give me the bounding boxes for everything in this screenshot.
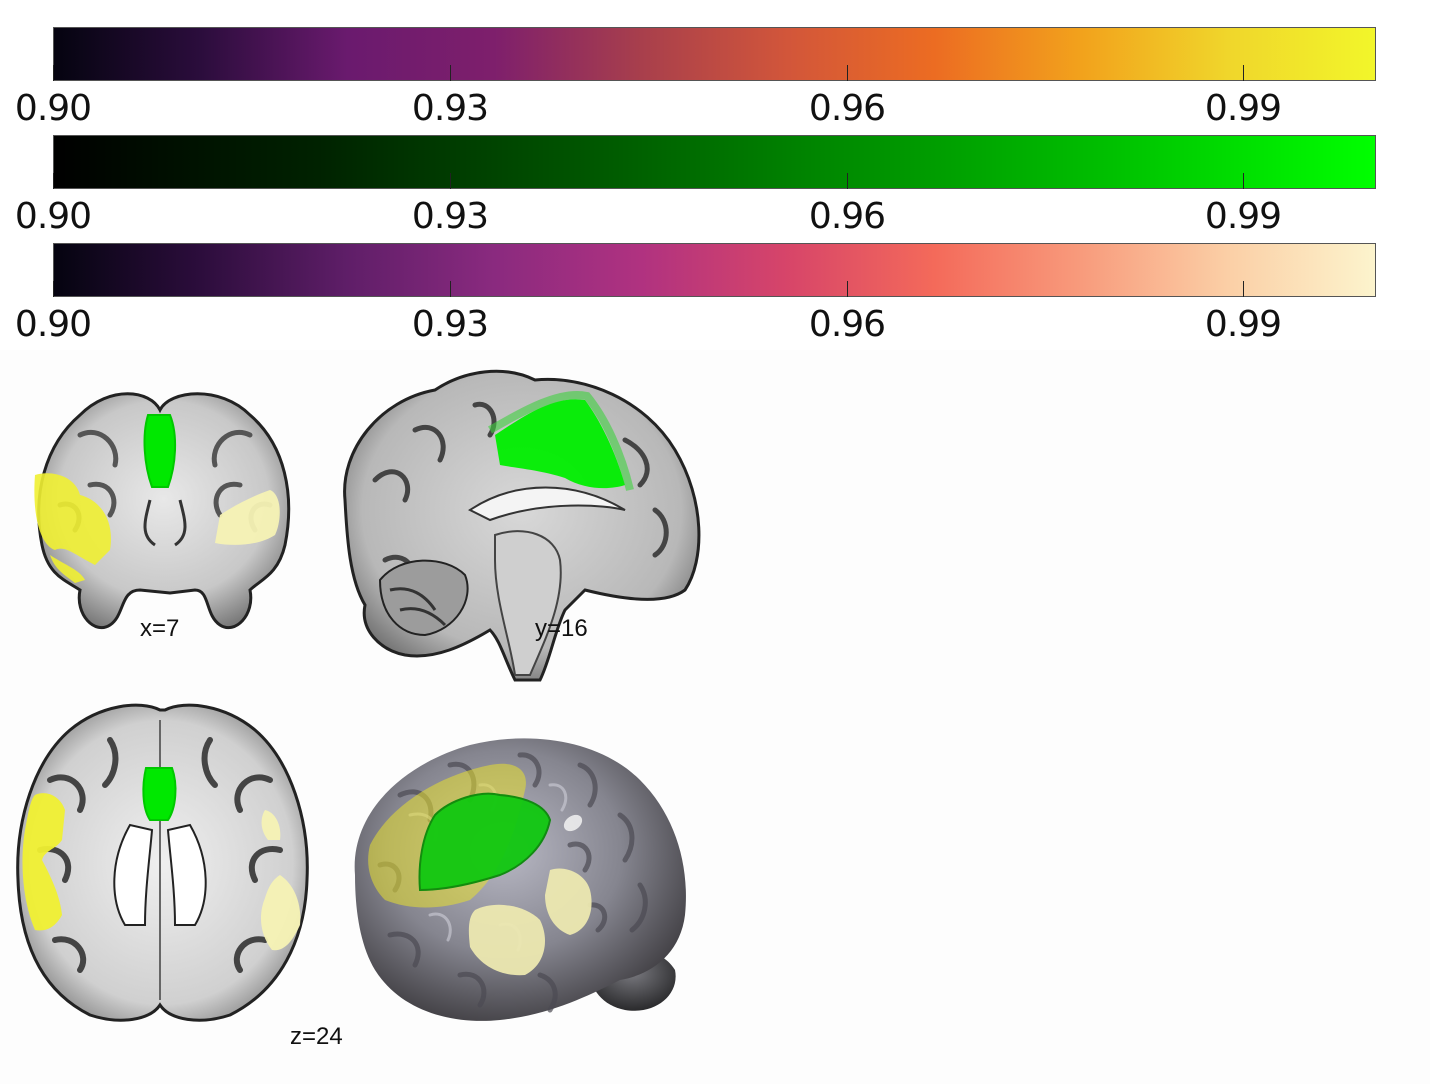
tick-label: 0.99 [1204, 196, 1282, 237]
tick-label: 0.93 [411, 88, 489, 129]
tick-mark [53, 65, 54, 81]
overlay-yellow [22, 793, 65, 931]
brain-outline [16, 703, 309, 1022]
sagittal-slice [343, 369, 701, 682]
slice-label-axial: z=24 [290, 1023, 343, 1050]
tick-label: 0.93 [411, 304, 489, 345]
tick-mark [847, 281, 848, 297]
tick-mark [1243, 65, 1244, 81]
overlay-pale [215, 490, 280, 545]
slice-label-sagittal: y=16 [535, 615, 588, 642]
tick-label: 0.96 [808, 88, 886, 129]
tick-mark [53, 173, 54, 189]
overlay-pale [545, 868, 592, 935]
coronal-slice [34, 392, 291, 629]
tick-mark [53, 281, 54, 297]
tick-mark [1243, 281, 1244, 297]
brain-outline [37, 392, 291, 629]
overlay-green [143, 414, 177, 488]
tick-mark [847, 173, 848, 189]
colorbar-panel: 0.90 0.93 0.96 0.99 0.90 0.93 0.96 0.99 … [0, 0, 1430, 350]
colorbar-magma [53, 243, 1376, 297]
overlay-yellow [50, 555, 85, 583]
tick-label: 0.90 [14, 88, 92, 129]
axial-slice [16, 703, 309, 1022]
tick-mark [450, 281, 451, 297]
tick-mark [847, 65, 848, 81]
tick-label: 0.93 [411, 196, 489, 237]
tick-label: 0.99 [1204, 88, 1282, 129]
overlay-green [418, 792, 552, 892]
tick-mark [1243, 173, 1244, 189]
slice-label-coronal: x=7 [140, 615, 180, 642]
overlay-pale [260, 875, 301, 951]
overlay-green [495, 399, 625, 489]
brain-3d-render [354, 738, 686, 1021]
colorbar-inferno [53, 27, 1376, 81]
tick-label: 0.96 [808, 304, 886, 345]
tick-label: 0.96 [808, 196, 886, 237]
tick-label: 0.99 [1204, 304, 1282, 345]
tick-label: 0.90 [14, 304, 92, 345]
overlay-pale [468, 904, 545, 976]
colorbar-green [53, 135, 1376, 189]
overlay-pale [261, 810, 281, 840]
overlay-yellow [34, 473, 111, 565]
tick-label: 0.90 [14, 196, 92, 237]
tick-mark [450, 173, 451, 189]
tick-mark [450, 65, 451, 81]
overlay-green [142, 767, 177, 821]
